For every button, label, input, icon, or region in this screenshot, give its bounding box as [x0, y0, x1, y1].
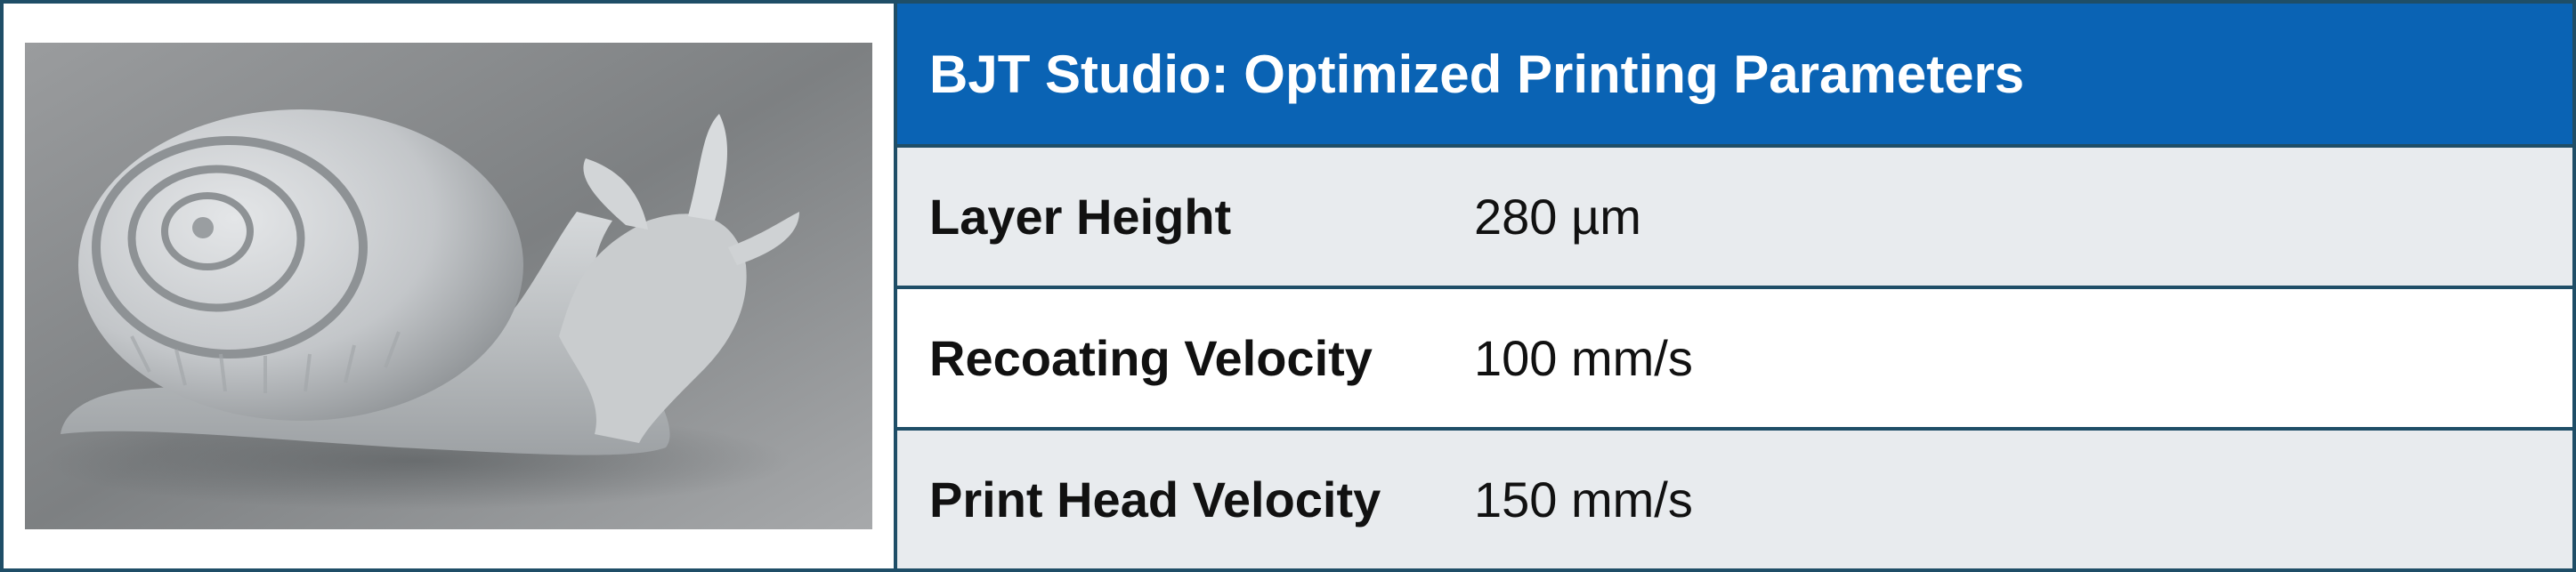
snail-print-photo: [25, 43, 872, 529]
row-value: 280 µm: [1474, 189, 1641, 245]
table-title: BJT Studio: Optimized Printing Parameter…: [897, 4, 2572, 144]
image-panel: [4, 4, 897, 568]
row-value: 150 mm/s: [1474, 471, 1693, 528]
parameters-table: BJT Studio: Optimized Printing Parameter…: [897, 4, 2572, 568]
row-value: 100 mm/s: [1474, 330, 1693, 386]
row-label: Print Head Velocity: [929, 471, 1381, 528]
table-row: Layer Height 280 µm: [897, 144, 2572, 286]
row-label: Recoating Velocity: [929, 330, 1373, 386]
table-row: Recoating Velocity 100 mm/s: [897, 286, 2572, 427]
table-row: Print Head Velocity 150 mm/s: [897, 427, 2572, 568]
row-label: Layer Height: [929, 189, 1232, 245]
